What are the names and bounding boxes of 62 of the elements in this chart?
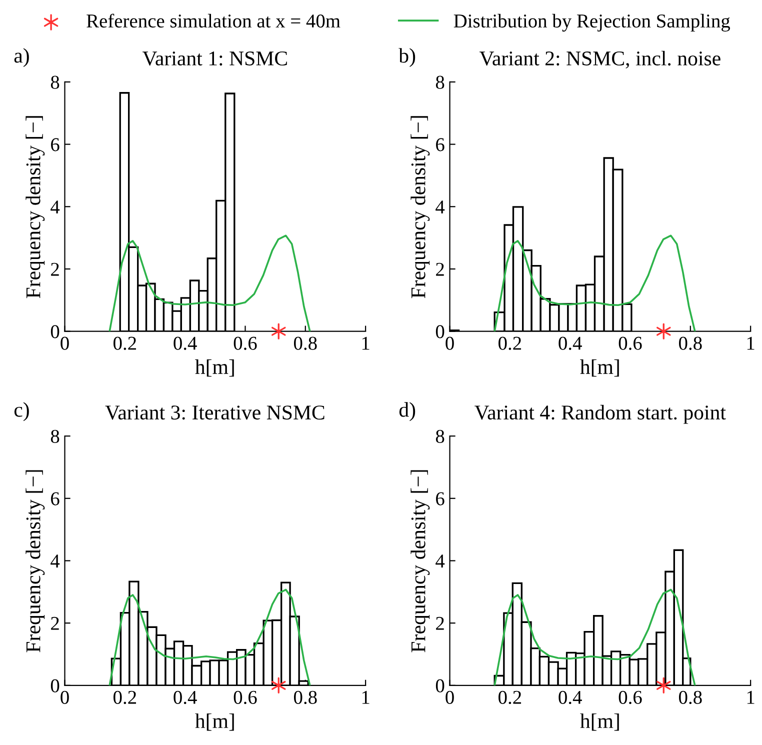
x-axis-title: h[m] <box>580 359 619 377</box>
y-axis-title: Frequency density [−] <box>26 116 45 298</box>
x-tick-label: 0.2 <box>114 336 136 350</box>
y-axis-title: Frequency density [−] <box>410 116 430 298</box>
x-tick-label: 0.6 <box>234 690 257 704</box>
x-tick-label: 0 <box>60 336 69 350</box>
y-tick-label: 4 <box>50 200 60 214</box>
x-tick-label: 0.8 <box>679 690 702 704</box>
x-tick-label: 0.6 <box>234 336 257 350</box>
y-tick-label: 6 <box>51 492 60 506</box>
x-axis-title: h[m] <box>195 359 234 377</box>
x-tick-label: 0.4 <box>558 336 582 350</box>
x-tick-label: 0.8 <box>294 690 317 704</box>
y-axis-title: Frequency density [−] <box>26 470 45 652</box>
y-tick-label: 2 <box>51 616 59 630</box>
text: d) <box>399 402 416 422</box>
x-tick-label: 0.4 <box>174 336 197 350</box>
y-tick-label: 8 <box>436 430 444 443</box>
y-tick-label: 0 <box>50 325 60 338</box>
y-tick-label: 2 <box>436 262 444 276</box>
chart-title: Variant 3: Iterative NSMC <box>105 406 324 420</box>
x-tick-label: 0.2 <box>498 690 522 704</box>
x-tick-label: 0 <box>446 690 454 704</box>
y-tick-label: 6 <box>51 138 60 152</box>
y-tick-label: 0 <box>50 679 60 692</box>
x-tick-label: 0 <box>446 336 454 350</box>
x-tick-label: 0 <box>60 690 69 704</box>
y-tick-label: 2 <box>436 616 444 630</box>
x-axis-title: h[m] <box>580 713 619 731</box>
y-tick-label: 2 <box>51 262 59 276</box>
x-tick-label: 0.2 <box>498 336 522 350</box>
legend-label: Distribution by Rejection Sampling <box>454 14 730 32</box>
x-tick-label: 0.6 <box>618 336 642 350</box>
text: a) <box>14 48 29 67</box>
x-tick-label: 0.8 <box>679 336 702 350</box>
legend-label: Reference simulation at x = 40m <box>86 14 340 28</box>
y-tick-label: 8 <box>50 430 60 443</box>
y-tick-label: 0 <box>436 325 444 338</box>
chart-title: Variant 4: Random start. point <box>474 404 726 424</box>
x-tick-label: 1 <box>362 336 370 350</box>
x-tick-label: 1 <box>747 336 754 350</box>
x-tick-label: 1 <box>747 690 754 704</box>
chart-title: Variant 1: NSMC <box>142 51 287 66</box>
text: c) <box>14 402 29 422</box>
y-tick-label: 8 <box>436 76 444 89</box>
x-tick-label: 0.4 <box>174 690 197 704</box>
y-axis-title: Frequency density [−] <box>410 470 430 652</box>
x-tick-label: 1 <box>362 690 370 704</box>
chart-title: Variant 2: NSMC, incl. noise <box>479 50 720 68</box>
x-tick-label: 0.2 <box>114 690 136 704</box>
y-tick-label: 4 <box>436 200 445 214</box>
y-tick-label: 8 <box>50 76 60 89</box>
y-tick-label: 6 <box>436 138 444 152</box>
text: b) <box>398 48 416 67</box>
y-tick-label: 4 <box>50 554 60 568</box>
x-tick-label: 0.4 <box>558 690 582 704</box>
y-tick-label: 4 <box>436 554 445 568</box>
y-tick-label: 6 <box>436 492 444 506</box>
x-tick-label: 0.6 <box>618 690 642 704</box>
x-axis-title: h[m] <box>195 713 234 731</box>
y-tick-label: 0 <box>436 679 444 692</box>
x-tick-label: 0.8 <box>294 336 317 350</box>
